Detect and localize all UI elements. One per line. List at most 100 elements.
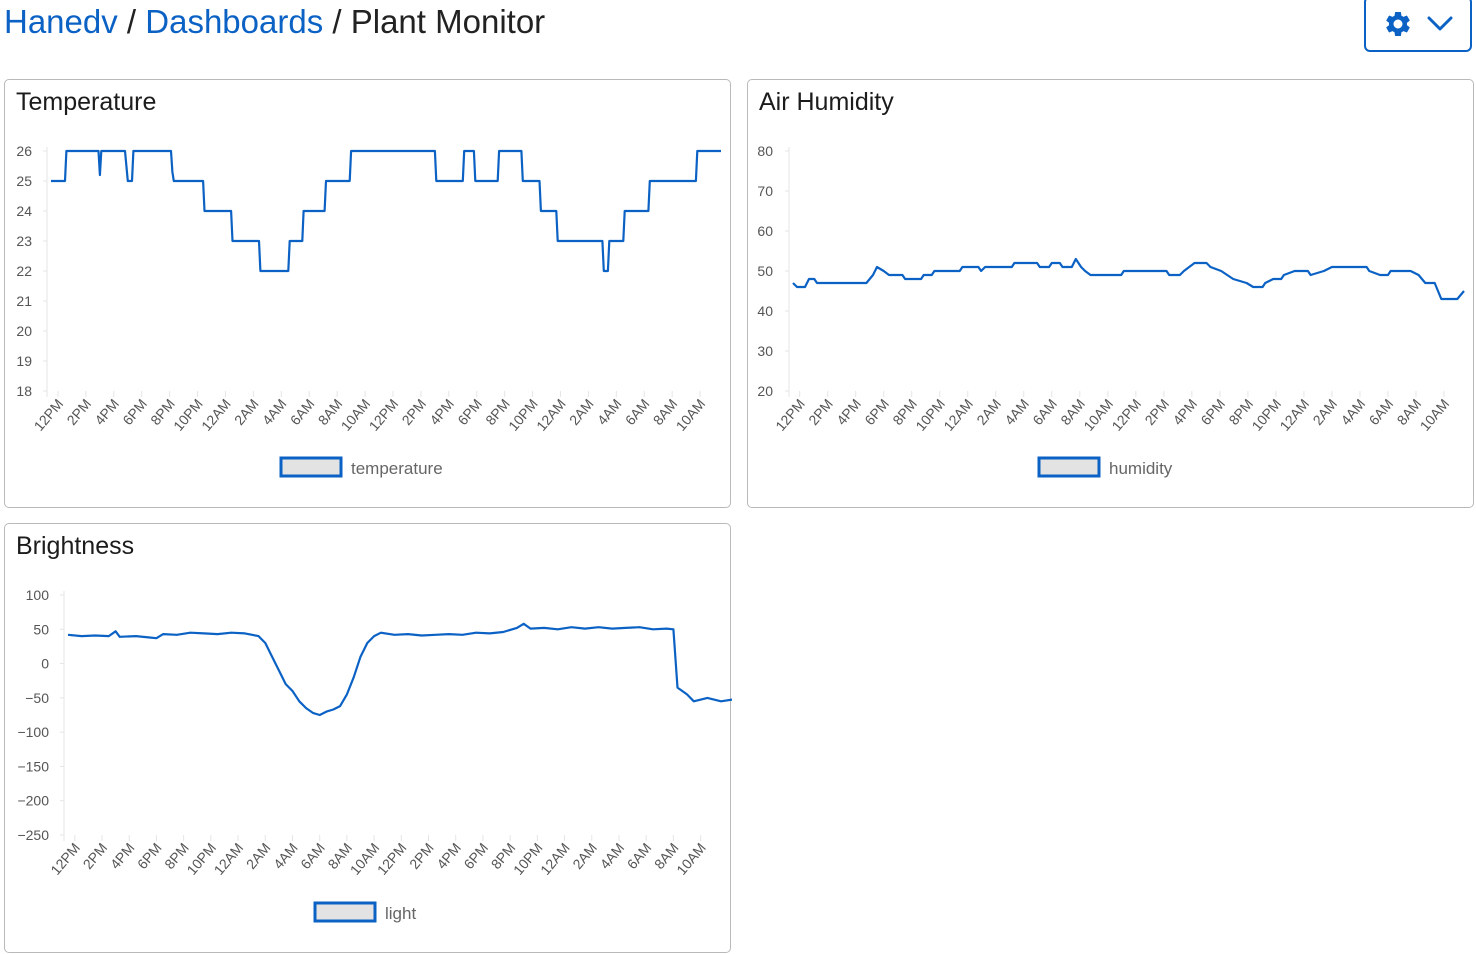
x-tick-label: 6PM [861, 396, 892, 428]
x-tick-label: 10PM [505, 396, 541, 434]
humidity-chart: 2030405060708012PM2PM4PM6PM8PM10PM12AM2A… [757, 143, 1465, 478]
x-tick-label: 12PM [1108, 396, 1144, 434]
x-tick-label: 10PM [912, 396, 948, 434]
x-tick-label: 12AM [198, 396, 234, 434]
breadcrumb-link-dashboards[interactable]: Dashboards [145, 3, 324, 40]
y-tick-label: 21 [16, 293, 32, 309]
y-tick-label: 23 [16, 233, 32, 249]
x-tick-label: 12PM [31, 396, 67, 434]
y-tick-label: −100 [17, 724, 49, 740]
series-line-humidity [792, 257, 1465, 301]
x-tick-label: 6AM [1365, 396, 1396, 428]
x-tick-label: 12PM [374, 840, 410, 878]
x-tick-label: 12AM [537, 840, 573, 878]
x-tick-label: 6AM [1029, 396, 1060, 428]
x-tick-label: 4PM [433, 840, 464, 872]
temperature-card: Temperature 18 19 20 21 22 23 24 25 26 12PM 2PM 4PM… [4, 79, 731, 508]
page-title: Plant Monitor [350, 3, 546, 40]
x-tick-label: 10AM [338, 396, 374, 434]
legend-label[interactable]: humidity [1109, 459, 1173, 478]
y-tick-label: −250 [17, 827, 49, 843]
settings-dropdown-button[interactable] [1364, 0, 1472, 52]
gear-icon [1386, 11, 1410, 37]
chevron-down-icon [1427, 16, 1453, 31]
series-line-light [67, 622, 732, 717]
y-tick-label: 20 [16, 323, 32, 339]
x-tick-label: 2AM [569, 840, 600, 872]
temperature-chart: 18192021222324252612PM2PM4PM6PM8PM10PM12… [16, 143, 721, 478]
x-tick-label: 12PM [47, 840, 83, 878]
legend-label[interactable]: temperature [351, 459, 443, 478]
x-tick-label: 12AM [211, 840, 247, 878]
breadcrumb: Hanedv / Dashboards / Plant Monitor [4, 0, 545, 44]
x-tick-label: 4PM [107, 840, 138, 872]
y-tick-label: 50 [757, 263, 773, 279]
y-tick-label: 100 [26, 587, 50, 603]
x-tick-label: 10PM [1248, 396, 1284, 434]
card-title: Brightness [16, 532, 135, 560]
y-tick-label: 60 [757, 223, 773, 239]
y-tick-label: 19 [16, 353, 32, 369]
brightness-card: Brightness −250 −200 −150 −100 −50 0 50 100 12PM… [4, 523, 732, 953]
x-tick-label: 6PM [460, 840, 491, 872]
x-tick-label: 2AM [566, 396, 597, 428]
x-tick-label: 4PM [426, 396, 457, 428]
x-tick-label: 6PM [1197, 396, 1228, 428]
x-tick-label: 10PM [510, 840, 546, 878]
x-tick-label: 6AM [297, 840, 328, 872]
x-tick-label: 4AM [594, 396, 625, 428]
x-tick-label: 12PM [366, 396, 402, 434]
y-tick-label: 80 [757, 143, 773, 159]
x-tick-label: 4AM [270, 840, 301, 872]
card-title: Temperature [16, 88, 157, 116]
x-tick-label: 10PM [183, 840, 219, 878]
legend-label[interactable]: light [385, 904, 416, 923]
y-tick-label: −150 [17, 758, 49, 774]
x-tick-label: 2PM [398, 396, 429, 428]
legend-swatch[interactable] [1037, 456, 1101, 478]
x-tick-label: 4AM [1001, 396, 1032, 428]
series-line-temperature [51, 149, 721, 273]
x-tick-label: 2PM [63, 396, 94, 428]
breadcrumb-separator: / [332, 3, 342, 40]
x-tick-label: 4AM [259, 396, 290, 428]
x-tick-label: 6PM [119, 396, 150, 428]
x-tick-label: 4AM [1337, 396, 1368, 428]
y-tick-label: 30 [757, 343, 773, 359]
legend-swatch[interactable] [279, 456, 343, 478]
x-tick-label: 4PM [91, 396, 122, 428]
x-tick-label: 6AM [624, 840, 655, 872]
x-tick-label: 6AM [287, 396, 318, 428]
y-tick-label: 40 [757, 303, 773, 319]
x-tick-label: 10AM [673, 840, 709, 878]
x-tick-label: 2PM [80, 840, 111, 872]
x-tick-label: 4AM [596, 840, 627, 872]
y-tick-label: 70 [757, 183, 773, 199]
y-tick-label: −50 [25, 690, 49, 706]
x-tick-label: 10AM [1417, 396, 1453, 434]
legend-swatch[interactable] [313, 901, 377, 923]
x-tick-label: 10AM [673, 396, 709, 434]
x-tick-label: 2AM [243, 840, 274, 872]
x-tick-label: 2PM [406, 840, 437, 872]
y-tick-label: 25 [16, 173, 32, 189]
y-tick-label: 0 [41, 656, 49, 672]
y-tick-label: 18 [16, 383, 32, 399]
x-tick-label: 6AM [622, 396, 653, 428]
humidity-card: Air Humidity 20 30 40 50 60 70 80 12PM 2PM 4PM 6PM… [747, 79, 1474, 508]
x-tick-label: 10PM [170, 396, 206, 434]
x-tick-label: 2PM [805, 396, 836, 428]
breadcrumb-link-home[interactable]: Hanedv [4, 3, 118, 40]
x-tick-label: 12AM [1276, 396, 1312, 434]
y-tick-label: 20 [757, 383, 773, 399]
x-tick-label: 6PM [454, 396, 485, 428]
y-tick-label: 22 [16, 263, 32, 279]
brightness-chart: −250−200−150−100−5005010012PM2PM4PM6PM8P… [17, 587, 732, 923]
y-tick-label: 26 [16, 143, 32, 159]
y-tick-label: 24 [16, 203, 32, 219]
x-tick-label: 2PM [1141, 396, 1172, 428]
x-tick-label: 4PM [833, 396, 864, 428]
x-tick-label: 10AM [1080, 396, 1116, 434]
x-tick-label: 2AM [231, 396, 262, 428]
x-tick-label: 2AM [1309, 396, 1340, 428]
